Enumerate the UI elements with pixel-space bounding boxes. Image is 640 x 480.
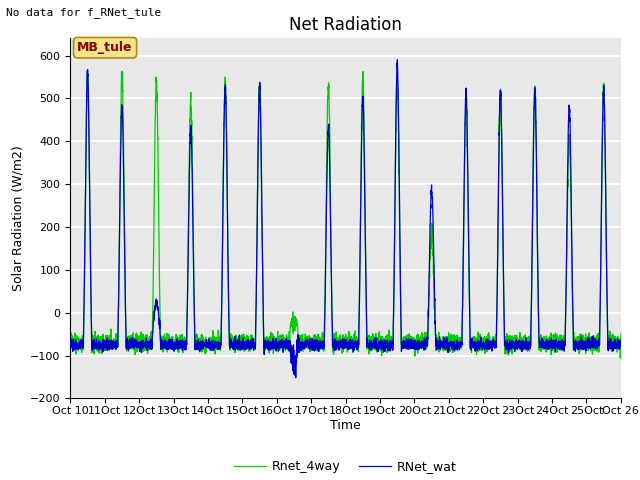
RNet_wat (292, 375, 300, 381)
Title: Net Radiation: Net Radiation (289, 16, 402, 34)
Rnet_4way (67, 337, 74, 343)
Text: MB_tule: MB_tule (77, 41, 133, 54)
RNet_wat (497, 92, 504, 97)
X-axis label: Time: Time (330, 419, 361, 432)
Rnet_4way (616, 355, 624, 361)
RNet_wat (538, 343, 546, 349)
RNet_wat (394, 57, 401, 63)
Text: No data for f_RNet_tule: No data for f_RNet_tule (6, 7, 162, 18)
Rnet_4way (366, 339, 374, 345)
RNet_wat (180, 338, 188, 344)
Rnet_4way (538, 336, 546, 342)
RNet_wat (396, 215, 403, 220)
Rnet_4way (497, 86, 504, 92)
Rnet_4way (118, 69, 126, 74)
RNet_wat (617, 342, 625, 348)
Rnet_4way (524, 347, 531, 353)
Line: Rnet_4way: Rnet_4way (70, 72, 621, 358)
Rnet_4way (396, 212, 403, 217)
Rnet_4way (180, 334, 188, 340)
Line: RNet_wat: RNet_wat (70, 60, 621, 378)
Rnet_4way (617, 331, 625, 337)
Legend: Rnet_4way, RNet_wat: Rnet_4way, RNet_wat (229, 455, 462, 478)
RNet_wat (67, 337, 74, 343)
RNet_wat (366, 342, 374, 348)
Y-axis label: Solar Radiation (W/m2): Solar Radiation (W/m2) (12, 145, 24, 291)
RNet_wat (524, 343, 532, 349)
